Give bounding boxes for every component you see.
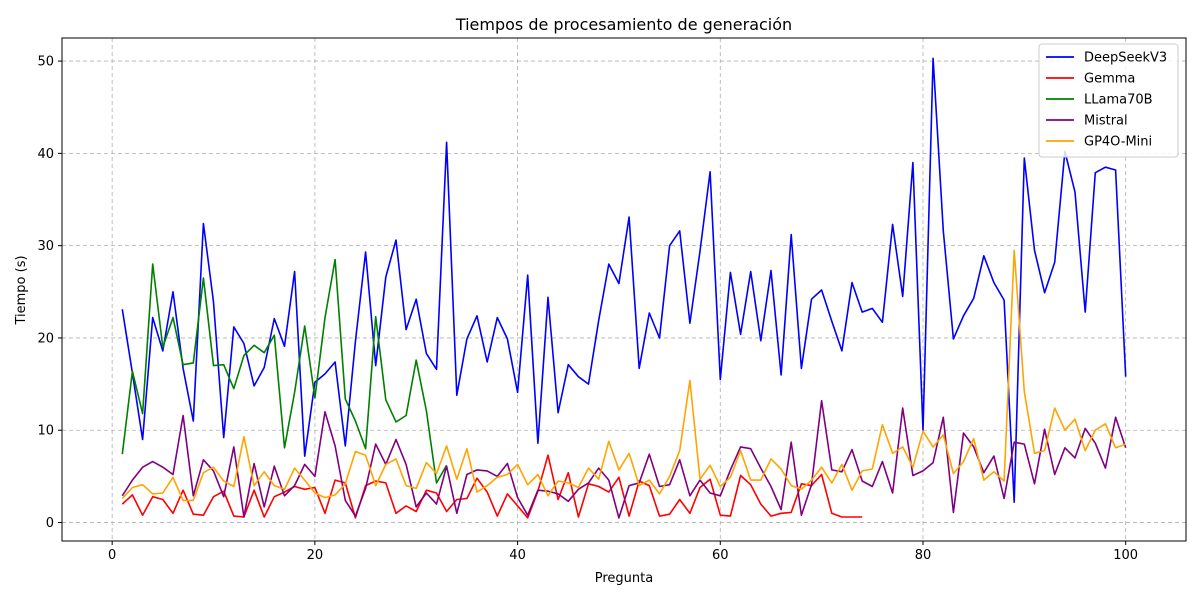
y-tick-label: 50 [37,55,54,70]
x-tick-label: 80 [915,548,932,563]
legend-box [1038,43,1179,158]
y-axis-label: Tiempo (s) [14,255,29,325]
legend: DeepSeekV3 Gemma LLama70B Mistral GP4O-Mini [1038,43,1179,158]
legend-label: LLama70B [1084,93,1153,108]
x-tick-label: 100 [1113,548,1138,563]
x-tick-label: 0 [108,548,116,563]
series-line-mistral [121,399,1127,519]
y-tick-label: 0 [46,516,54,531]
series-line-deepseekv3 [121,57,1127,504]
x-tick-label: 60 [712,548,729,563]
plot-frame [61,37,1187,542]
y-tick-label: 30 [37,239,54,254]
x-axis-label: Pregunta [595,571,653,586]
legend-label: GP4O-Mini [1084,135,1152,150]
series-line-llama70b [121,258,448,484]
series-lines [121,57,1127,519]
legend-label: Mistral [1084,114,1128,129]
series-line-gemma [121,454,863,519]
axis-ticks: 0 20 40 60 80 100 0 10 20 30 40 50 [37,55,1138,563]
legend-label: Gemma [1084,72,1135,87]
x-tick-label: 40 [509,548,526,563]
y-tick-label: 20 [37,331,54,346]
x-tick-label: 20 [307,548,324,563]
y-tick-label: 40 [37,147,54,162]
series-line-gp4o-mini [121,249,1126,502]
chart-title: Tiempos de procesamiento de generación [455,15,792,34]
y-tick-label: 10 [37,424,54,439]
legend-label: DeepSeekV3 [1084,51,1167,66]
